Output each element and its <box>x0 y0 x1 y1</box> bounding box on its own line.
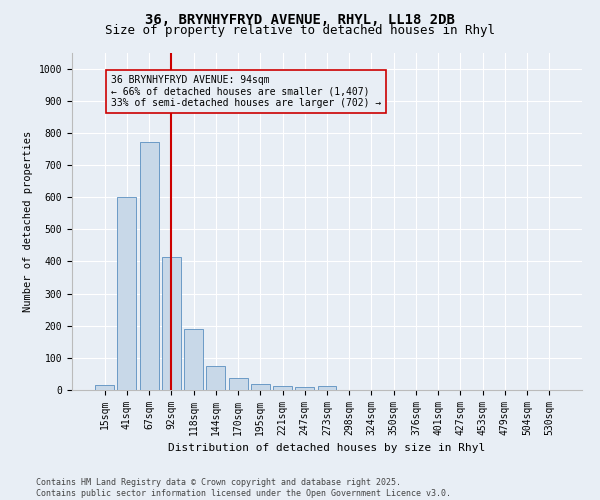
Bar <box>118 197 136 390</box>
Bar <box>140 142 158 390</box>
Text: 36 BRYNHYFRYD AVENUE: 94sqm
← 66% of detached houses are smaller (1,407)
33% of : 36 BRYNHYFRYD AVENUE: 94sqm ← 66% of det… <box>112 75 382 108</box>
Y-axis label: Number of detached properties: Number of detached properties <box>23 130 33 312</box>
Bar <box>229 378 248 390</box>
Bar <box>184 329 203 390</box>
Bar <box>95 385 114 390</box>
Text: Size of property relative to detached houses in Rhyl: Size of property relative to detached ho… <box>105 24 495 37</box>
Bar <box>251 384 270 390</box>
Bar <box>317 386 337 390</box>
Bar <box>162 256 181 390</box>
Bar <box>206 366 225 390</box>
Bar <box>273 386 292 390</box>
Bar <box>295 387 314 390</box>
X-axis label: Distribution of detached houses by size in Rhyl: Distribution of detached houses by size … <box>169 444 485 454</box>
Text: 36, BRYNHYFRYD AVENUE, RHYL, LL18 2DB: 36, BRYNHYFRYD AVENUE, RHYL, LL18 2DB <box>145 12 455 26</box>
Text: Contains HM Land Registry data © Crown copyright and database right 2025.
Contai: Contains HM Land Registry data © Crown c… <box>36 478 451 498</box>
